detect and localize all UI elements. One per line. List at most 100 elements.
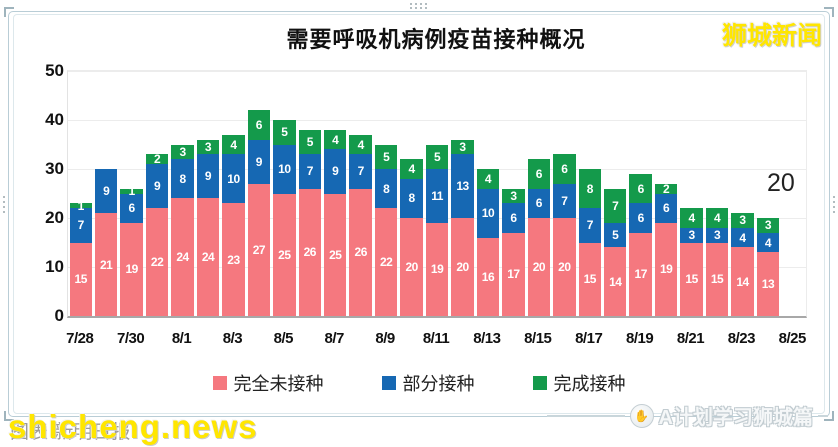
x-tick-label: 7/28	[66, 330, 94, 347]
x-tick-label: 8/3	[222, 330, 243, 347]
bar-segment: 24	[171, 198, 194, 316]
bar-segment: 1	[69, 200, 92, 212]
bottom-right-watermark: ✋ A计划学习狮城篇	[546, 401, 828, 430]
bar-slot-8/13: 16 10 4	[475, 71, 500, 316]
bar-segment: 2	[145, 153, 169, 165]
x-tick-label: 8/9	[375, 330, 395, 347]
stacked-bar-8/17: 15 7 8	[578, 169, 602, 316]
bar-slot-8/19: 17 6 6	[628, 71, 653, 316]
legend-item: 完成接种	[532, 370, 626, 396]
bar-segment: 5	[604, 222, 627, 248]
bar-slot-7/28: 15 7 1	[68, 71, 93, 316]
bar-segment: 19	[425, 222, 449, 316]
bar-slot-8/7: 25 9 4	[323, 71, 348, 316]
gridline	[68, 71, 806, 72]
bar-segment: 6	[553, 154, 576, 184]
bar-slot-8/1: 24 8 3	[170, 71, 195, 316]
bar-slot-8/22: 15 3 4	[704, 71, 729, 316]
bar-segment: 5	[298, 129, 322, 155]
source-caption: 图表·新明日报	[10, 422, 131, 443]
bar-segment: 8	[374, 169, 398, 209]
bar-segment: 4	[400, 159, 423, 179]
bar-slot-8/11: 19 11 5	[424, 71, 449, 316]
bar-segment: 7	[349, 154, 372, 189]
legend-label: 完成接种	[553, 374, 626, 394]
stacked-bar-8/9: 22 8 5	[374, 144, 398, 316]
bar-slot-8/10: 20 8 4	[399, 71, 424, 316]
chart-title: 需要呼吸机病例疫苗接种概况	[286, 27, 586, 52]
bar-segment: 10	[273, 144, 296, 194]
stacked-bar-8/3: 23 10 4	[222, 134, 245, 316]
frame-corner-bottom-left	[4, 411, 14, 421]
stacked-bar-8/15: 20 6 6	[527, 159, 551, 316]
bar-slot-8/4: 27 9 6	[246, 71, 271, 316]
bar-slot-7/31: 22 9 2	[144, 71, 169, 316]
x-tick-label: 8/15	[524, 330, 552, 347]
bar-segment: 26	[298, 188, 322, 316]
stacked-bar-8/14: 17 6 3	[502, 188, 525, 316]
frame-corner-bottom-right	[824, 411, 834, 421]
bar-segment: 7	[578, 208, 602, 243]
legend-label: 部分接种	[402, 374, 475, 394]
bar-slot-8/17: 15 7 8	[577, 71, 602, 316]
bar-segment: 4	[222, 134, 245, 155]
stacked-bar-8/6: 26 7 5	[298, 129, 322, 316]
stacked-bar-8/22: 15 3 4	[705, 208, 729, 316]
x-tick-label: 8/19	[625, 330, 654, 347]
channel-watermark-label: A计划学习狮城篇	[658, 407, 813, 429]
bar-segment: 11	[425, 169, 449, 223]
y-tick-label: 10	[45, 257, 64, 276]
hand-icon: ✋	[629, 403, 654, 428]
bar-slot-8/24: 13 4 3	[755, 71, 780, 316]
gridline	[68, 120, 806, 121]
legend-swatch-icon	[532, 376, 547, 390]
bar-segment: 4	[705, 208, 729, 228]
bar-segment: 6	[654, 193, 678, 223]
bar-segment: 25	[273, 193, 296, 316]
bar-segment: 27	[247, 183, 271, 316]
bar-segment: 3	[451, 139, 474, 155]
bar-segment: 4	[476, 169, 500, 189]
bar-segment: 8	[578, 169, 602, 209]
stacked-bar-8/21: 15 3 4	[680, 208, 703, 316]
x-axis-labels: 7/28 7/30 8/1 8/3 8/5 8/7 8/9 8/11 8/13 8/15 8/17 8…	[66, 330, 806, 354]
resize-handle-left-icon[interactable]	[3, 196, 5, 214]
resize-handle-top-icon[interactable]	[410, 3, 428, 9]
bars-container: 15 7 1 21 9 19 6 1 22 9 2 24 8 3 24 9 3 23 10 4 27 9 6 25 10 5 26 7…	[68, 71, 806, 316]
bar-segment: 3	[196, 139, 220, 155]
bar-slot-8/21: 15 3 4	[679, 71, 704, 316]
stacked-bar-7/30: 19 6 1	[120, 185, 143, 316]
stacked-bar-8/2: 24 9 3	[196, 139, 220, 316]
legend-item: 部分接种	[381, 370, 475, 396]
bar-segment: 3	[171, 144, 194, 160]
bar-segment: 22	[374, 208, 398, 316]
bar-segment: 4	[731, 227, 754, 248]
y-tick-label: 20	[45, 208, 64, 227]
bar-segment: 4	[680, 208, 703, 228]
stacked-bar-8/20: 19 6 2	[654, 183, 678, 316]
bar-segment: 22	[145, 208, 169, 316]
divider-line	[546, 414, 625, 417]
y-tick-label: 40	[45, 110, 64, 129]
bar-segment: 20	[527, 218, 551, 316]
stacked-bar-8/1: 24 8 3	[171, 144, 194, 316]
bar-segment: 3	[756, 218, 780, 233]
bar-segment: 3	[705, 227, 729, 243]
bar-segment: 16	[476, 237, 500, 316]
bar-segment: 7	[298, 154, 322, 189]
bar-segment: 3	[680, 227, 703, 243]
bar-segment: 19	[120, 222, 143, 316]
bar-segment: 9	[196, 154, 220, 199]
resize-handle-right-icon[interactable]	[833, 196, 835, 214]
stacked-bar-8/8: 26 7 4	[349, 134, 372, 316]
shicheng-watermark: shicheng.news	[8, 408, 258, 445]
stacked-bar-8/18: 14 5 7	[604, 188, 627, 316]
stacked-bar-8/11: 19 11 5	[425, 144, 449, 316]
x-tick-label: 8/23	[727, 330, 756, 347]
bar-segment: 4	[756, 232, 780, 253]
bar-segment: 20	[451, 218, 474, 316]
bar-segment: 20	[400, 218, 423, 316]
bar-segment: 13	[451, 154, 474, 218]
y-tick-label: 30	[45, 159, 64, 178]
